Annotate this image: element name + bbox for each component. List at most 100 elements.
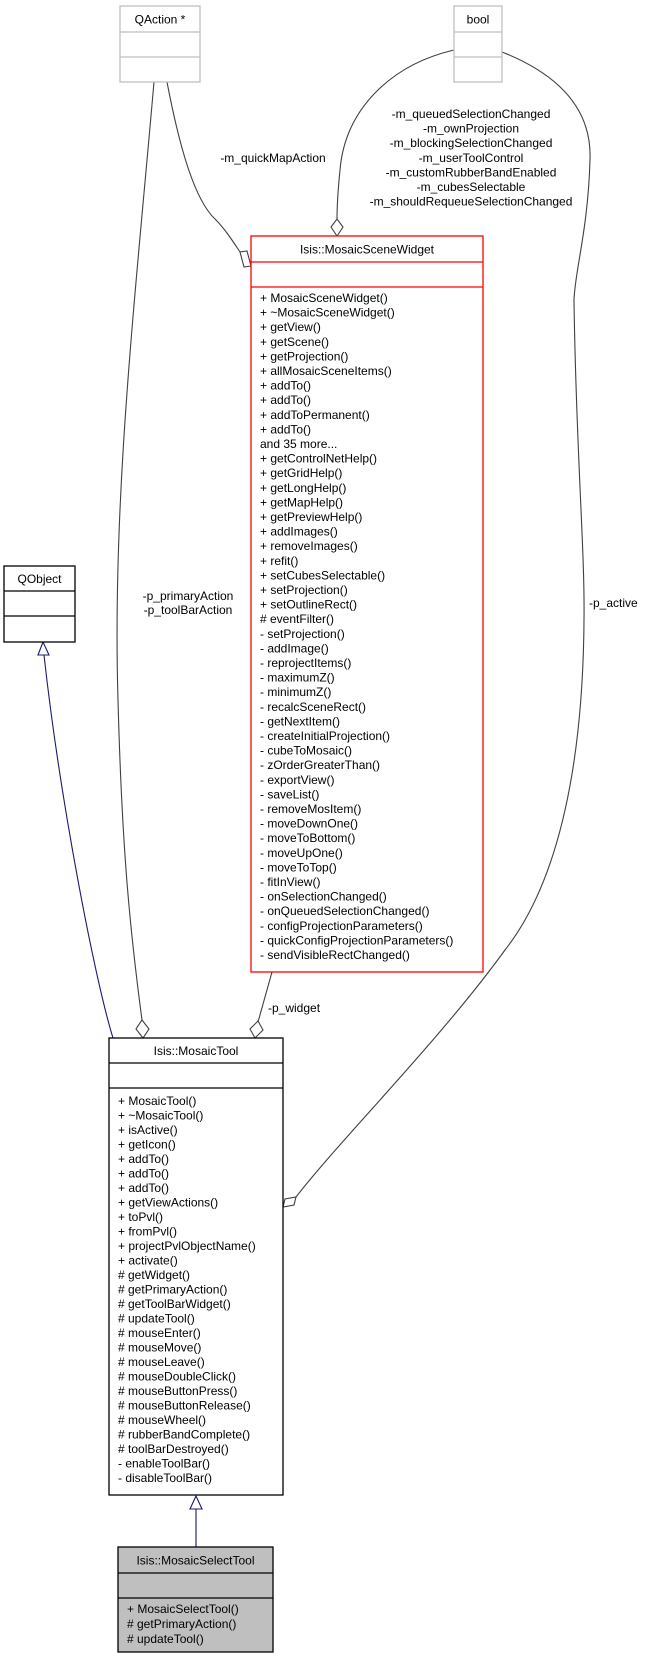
edge-label: -p_primaryAction [143, 589, 234, 603]
edge-label: -p_widget [268, 1001, 321, 1015]
aggregation-diamond-icon [330, 218, 344, 237]
class-qobject[interactable]: QObject [3, 565, 76, 643]
class-member: and 35 more... [260, 437, 337, 451]
edge-qaction-to-scene-widget [166, 81, 241, 253]
class-member: + getViewActions() [118, 1196, 218, 1210]
class-member: # toolBarDestroyed() [118, 1442, 229, 1456]
class-member: - onQueuedSelectionChanged() [260, 904, 429, 918]
class-member: - quickConfigProjectionParameters() [260, 933, 453, 947]
class-select-tool[interactable]: Isis::MosaicSelectTool+ MosaicSelectTool… [117, 1546, 274, 1653]
class-name: bool [467, 13, 490, 27]
class-mosaic-tool[interactable]: Isis::MosaicTool+ MosaicTool()+ ~MosaicT… [108, 1037, 284, 1496]
class-member: - sendVisibleRectChanged() [260, 948, 410, 962]
class-member: - cubeToMosaic() [260, 744, 352, 758]
class-member: + getControlNetHelp() [260, 452, 377, 466]
class-member: # mouseLeave() [118, 1355, 205, 1369]
edge-label: -m_quickMapAction [220, 151, 325, 165]
class-member: + addTo() [118, 1167, 169, 1181]
class-member: # getToolBarWidget() [118, 1297, 231, 1311]
class-name: Isis::MosaicSelectTool [136, 1554, 254, 1568]
aggregation-diamond-icon [249, 1020, 264, 1039]
class-member: - moveUpOne() [260, 846, 343, 860]
class-member: + ~MosaicTool() [118, 1109, 203, 1123]
class-member: # mouseDoubleClick() [118, 1370, 236, 1384]
class-member: # mouseMove() [118, 1341, 201, 1355]
class-member: - minimumZ() [260, 685, 331, 699]
class-member: - configProjectionParameters() [260, 919, 423, 933]
class-member: - getNextItem() [260, 714, 340, 728]
class-qaction[interactable]: QAction * [119, 5, 201, 83]
class-member: # rubberBandComplete() [118, 1428, 250, 1442]
class-member: - disableToolBar() [118, 1471, 212, 1485]
class-member: + fromPvl() [118, 1225, 177, 1239]
inheritance-arrow-icon [189, 1494, 203, 1510]
class-member: + addTo() [118, 1152, 169, 1166]
class-member: - moveToTop() [260, 860, 337, 874]
class-member: + addTo() [260, 379, 311, 393]
class-member: + getIcon() [118, 1138, 176, 1152]
class-member: - addImage() [260, 641, 329, 655]
class-member: - removeMosItem() [260, 802, 361, 816]
edge-label: -m_shouldRequeueSelectionChanged [370, 195, 573, 209]
class-box [108, 1037, 284, 1496]
class-member: + refit() [260, 554, 298, 568]
edge-scene-widget-to-mosaic-tool [257, 971, 273, 1023]
class-member: - enableToolBar() [118, 1457, 210, 1471]
edge-label: -m_userToolControl [419, 151, 524, 165]
edge-label: -m_queuedSelectionChanged [392, 107, 551, 121]
class-member: - zOrderGreaterThan() [260, 758, 380, 772]
class-member: + projectPvlObjectName() [118, 1239, 256, 1253]
class-member: # updateTool() [127, 1632, 204, 1646]
class-member: + setOutlineRect() [260, 598, 357, 612]
class-member: + removeImages() [260, 539, 358, 553]
class-name: QAction * [135, 13, 186, 27]
class-member: - moveDownOne() [260, 817, 358, 831]
edge-label: -m_blockingSelectionChanged [390, 136, 553, 150]
inheritance-mosaic-tool-to-qobject [43, 654, 114, 1039]
class-member: # getPrimaryAction() [127, 1617, 236, 1631]
class-member: + isActive() [118, 1123, 178, 1137]
class-box [117, 1546, 274, 1653]
class-member: - exportView() [260, 773, 334, 787]
class-member: # mouseWheel() [118, 1413, 206, 1427]
edge-label: -m_ownProjection [423, 122, 519, 136]
class-bool[interactable]: bool [453, 5, 503, 83]
class-member: + setCubesSelectable() [260, 568, 385, 582]
class-member: - saveList() [260, 787, 319, 801]
class-member: + MosaicSelectTool() [127, 1602, 239, 1616]
edge-qaction-to-mosaic-tool [116, 81, 155, 1021]
class-member: # mouseButtonPress() [118, 1384, 237, 1398]
class-member: # mouseButtonRelease() [118, 1399, 251, 1413]
edge-label: -m_cubesSelectable [417, 180, 526, 194]
class-member: + getLongHelp() [260, 481, 346, 495]
class-member: + addTo() [260, 422, 311, 436]
class-member: + getPreviewHelp() [260, 510, 362, 524]
aggregation-diamond-icon [135, 1019, 150, 1039]
class-member: - createInitialProjection() [260, 729, 390, 743]
class-box [250, 235, 484, 973]
edge-label: -p_active [589, 596, 638, 610]
class-member: - onSelectionChanged() [260, 890, 387, 904]
class-member: # eventFilter() [260, 612, 334, 626]
class-member: + getProjection() [260, 349, 348, 363]
edge-bool-to-mosaic-tool [295, 51, 591, 1198]
class-member: + ~MosaicSceneWidget() [260, 306, 395, 320]
inheritance-arrow-icon [37, 640, 50, 656]
class-member: - fitInView() [260, 875, 320, 889]
class-name: Isis::MosaicSceneWidget [300, 243, 435, 257]
class-scene-widget[interactable]: Isis::MosaicSceneWidget+ MosaicSceneWidg… [250, 235, 484, 973]
class-box [453, 5, 503, 83]
class-member: - reprojectItems() [260, 656, 351, 670]
class-member: + allMosaicSceneItems() [260, 364, 392, 378]
class-member: + toPvl() [118, 1210, 163, 1224]
class-name: Isis::MosaicTool [154, 1044, 239, 1058]
class-member: + getGridHelp() [260, 466, 342, 480]
class-member: # getWidget() [118, 1268, 190, 1282]
class-member: + MosaicTool() [118, 1094, 196, 1108]
class-member: - recalcSceneRect() [260, 700, 366, 714]
class-member: # updateTool() [118, 1312, 195, 1326]
class-member: + MosaicSceneWidget() [260, 291, 388, 305]
class-member: + addTo() [118, 1181, 169, 1195]
class-member: + setProjection() [260, 583, 348, 597]
